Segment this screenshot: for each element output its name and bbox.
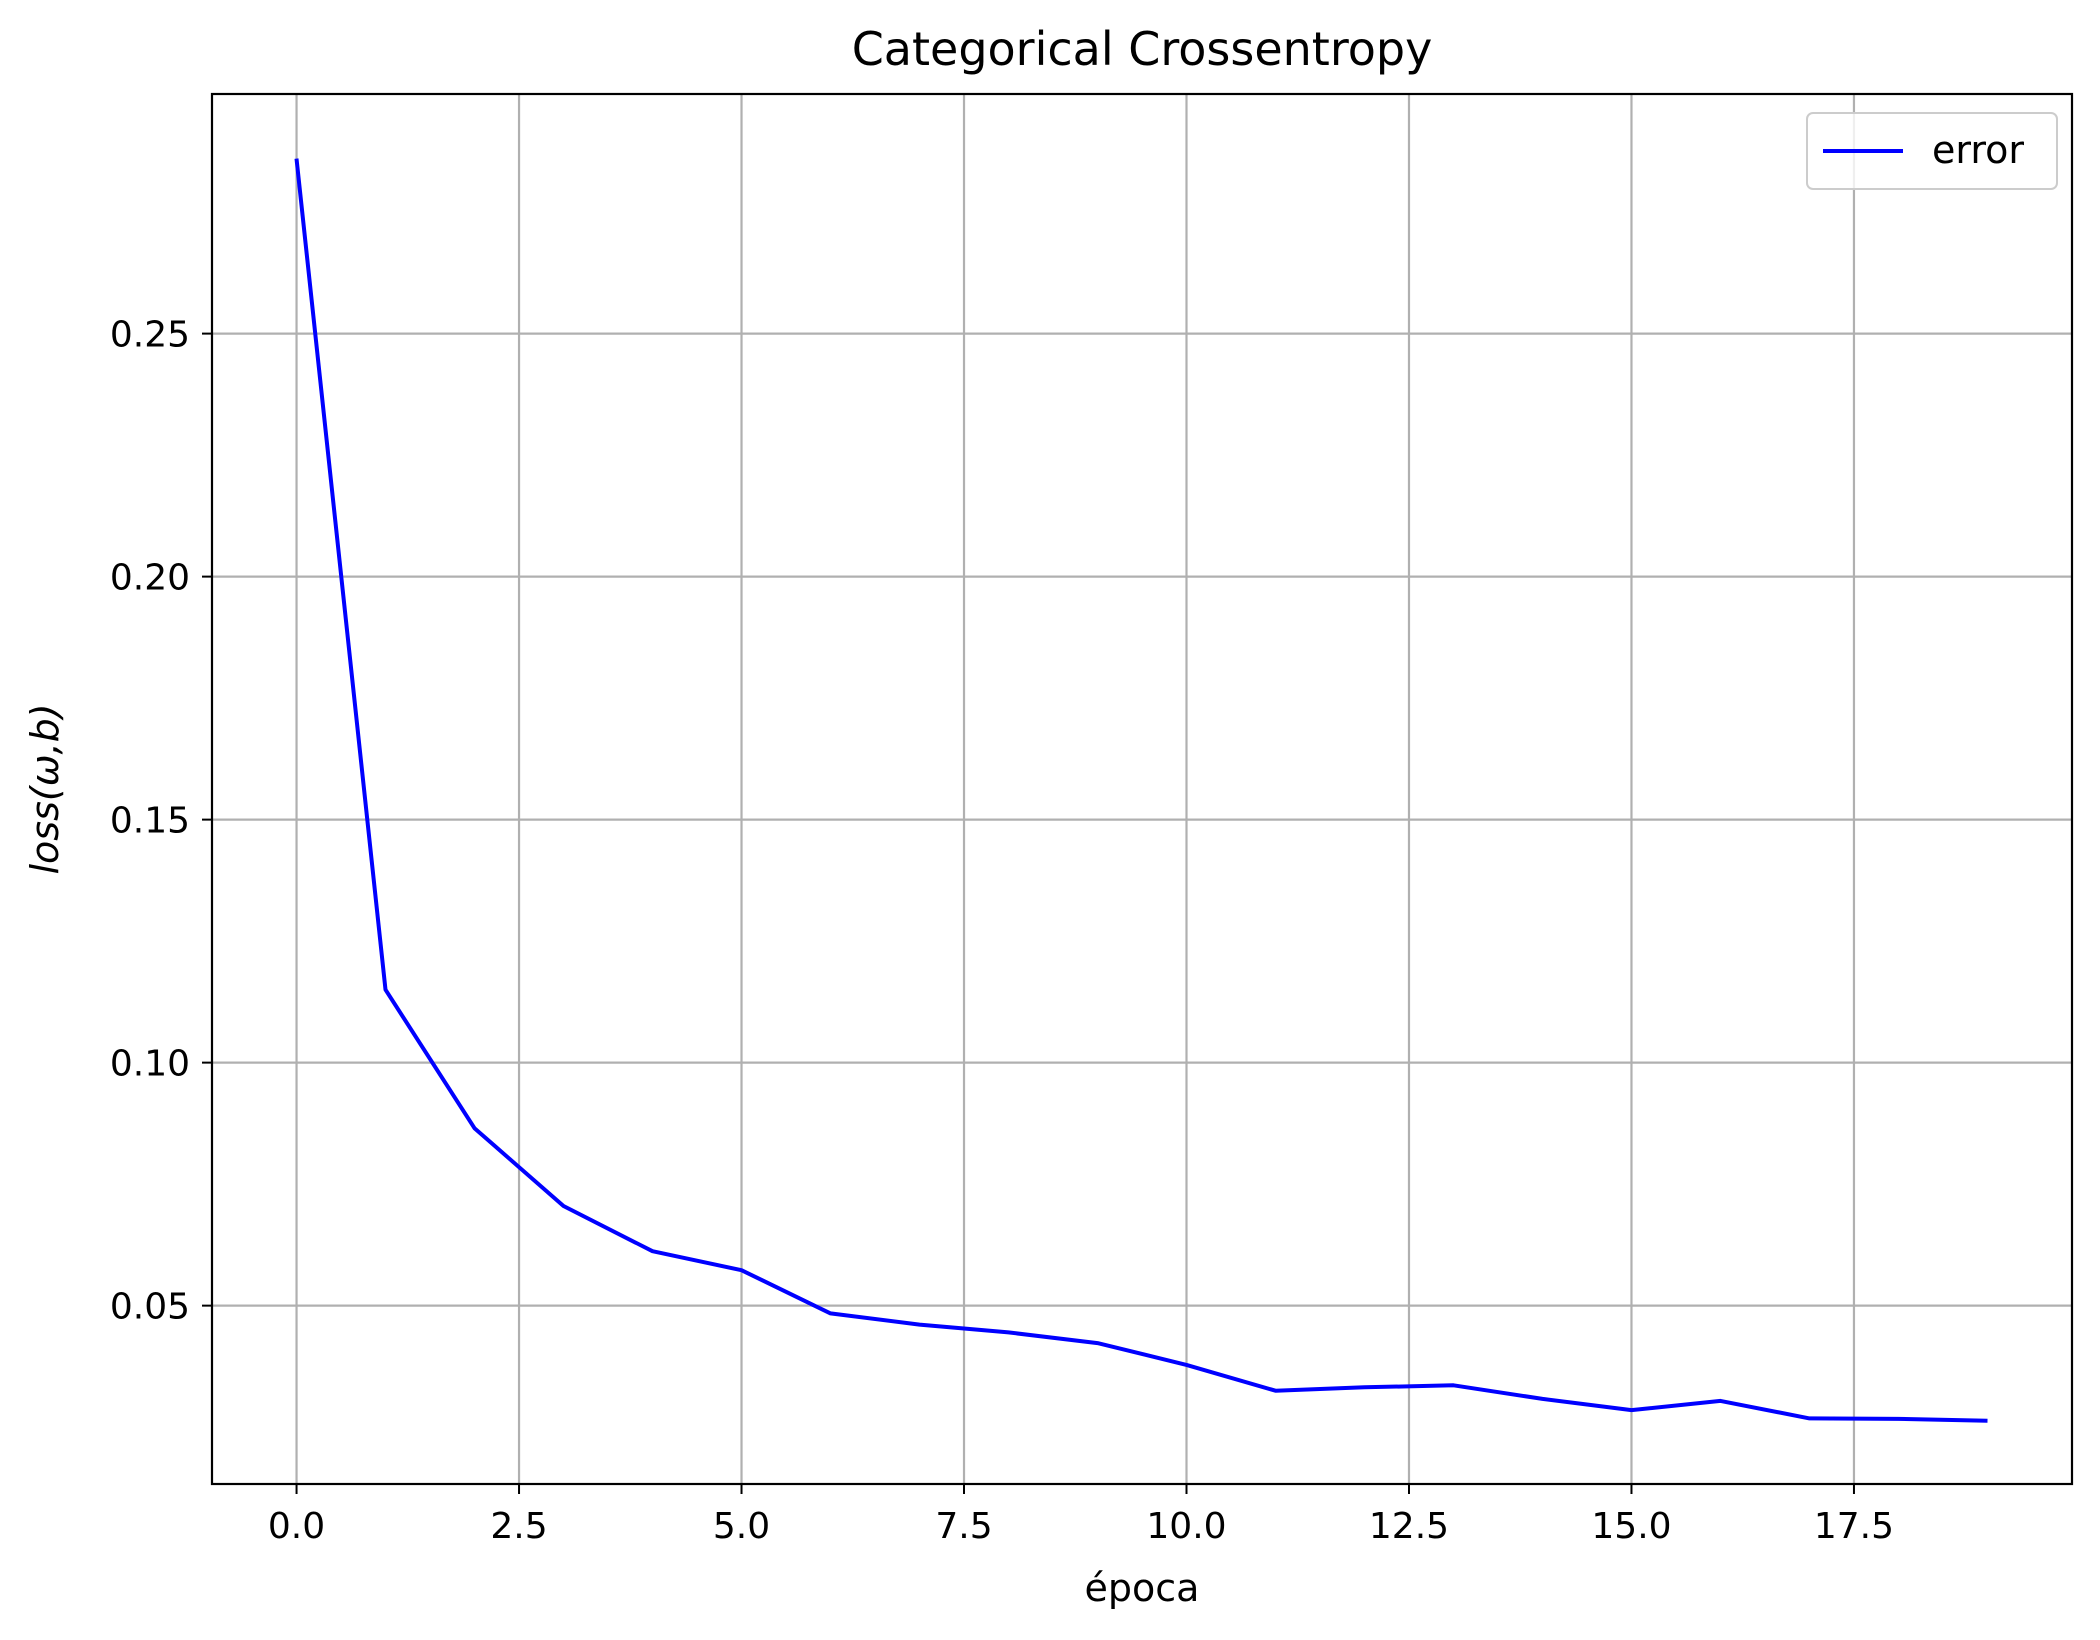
y-tick-label: 0.05	[110, 1287, 190, 1328]
chart-title: Categorical Crossentropy	[852, 22, 1433, 76]
x-tick-label: 10.0	[1146, 1506, 1226, 1547]
y-tick-label: 0.10	[110, 1044, 190, 1085]
y-tick-label: 0.15	[110, 801, 190, 842]
y-axis: 0.05 0.10 0.15 0.20 0.25	[110, 315, 212, 1328]
x-tick-label: 5.0	[713, 1506, 770, 1547]
x-tick-label: 12.5	[1369, 1506, 1449, 1547]
plot-frame	[210, 92, 2074, 1486]
x-tick-label: 7.5	[935, 1506, 992, 1547]
legend: error	[1806, 112, 2058, 190]
y-axis-label: loss(ω,b)	[23, 703, 67, 874]
x-axis-label: época	[1085, 1566, 1200, 1610]
legend-label-error: error	[1932, 128, 2024, 172]
x-axis: 0.0 2.5 5.0 7.5 10.0 12.5 15.0 17.5	[268, 1484, 1894, 1547]
grid	[212, 94, 2072, 1484]
x-tick-label: 17.5	[1814, 1506, 1894, 1547]
data-series	[294, 158, 1988, 1423]
x-tick-label: 2.5	[490, 1506, 547, 1547]
x-tick-label: 0.0	[268, 1506, 325, 1547]
legend-box	[1806, 112, 2058, 190]
y-tick-label: 0.20	[110, 558, 190, 599]
series-line-error	[294, 158, 1988, 1423]
y-tick-label: 0.25	[110, 315, 190, 356]
x-tick-label: 15.0	[1591, 1506, 1671, 1547]
